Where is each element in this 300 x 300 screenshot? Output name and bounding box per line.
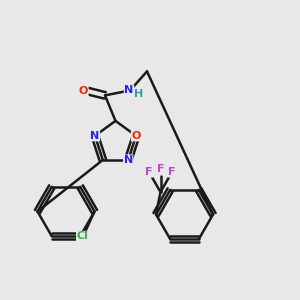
Text: F: F: [157, 164, 164, 174]
Text: O: O: [79, 86, 88, 96]
Text: F: F: [145, 167, 153, 177]
Text: O: O: [131, 131, 141, 141]
Text: N: N: [90, 131, 100, 141]
Text: N: N: [124, 85, 134, 95]
Text: H: H: [134, 89, 143, 99]
Text: F: F: [168, 167, 176, 177]
Text: Cl: Cl: [76, 231, 88, 242]
Text: N: N: [124, 155, 133, 165]
